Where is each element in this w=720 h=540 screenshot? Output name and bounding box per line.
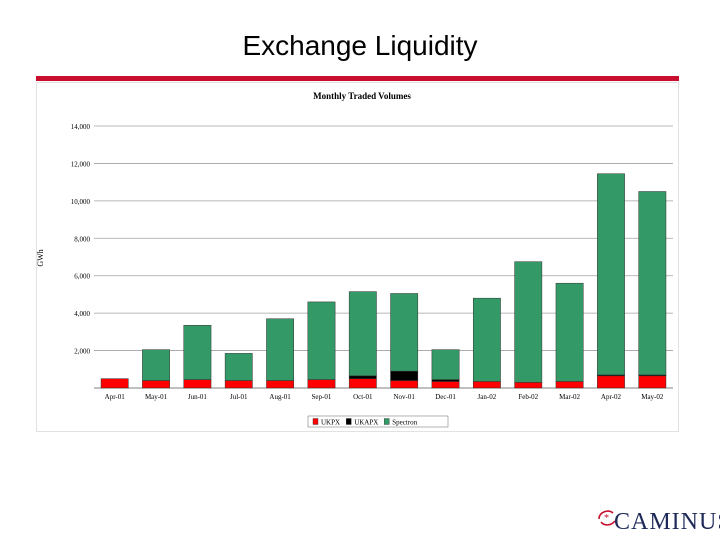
legend-label-ukpx: UKPX	[321, 419, 340, 427]
bar-ukpx	[514, 382, 543, 389]
monthly-volume-chart: Monthly Traded Volumes GWh 14,00012,0001…	[36, 91, 673, 428]
bar-ukapx	[348, 375, 377, 379]
bar-ukpx	[597, 375, 625, 389]
bar-ukpx	[266, 380, 295, 389]
x-tick-label: Apr-01	[105, 393, 126, 401]
bar-spectron	[638, 191, 667, 376]
bar-spectron	[307, 301, 336, 380]
x-tick-label: Apr-02	[601, 393, 622, 401]
bar-spectron	[266, 318, 295, 381]
y-tick-label: 6,000	[74, 273, 90, 281]
x-tick-label: Jul-01	[230, 393, 248, 401]
bar-spectron	[597, 173, 625, 376]
caminus-swirl-icon: *	[598, 510, 616, 526]
legend-swatch-ukapx	[346, 418, 352, 425]
x-tick-label: Jan-02	[478, 393, 497, 401]
chart-title: Monthly Traded Volumes	[313, 91, 411, 101]
bar-ukpx	[555, 381, 584, 389]
x-tick-label: Nov-01	[393, 393, 415, 401]
bar-spectron	[390, 293, 419, 372]
bar-ukpx	[390, 380, 419, 389]
x-tick-label: Sep-01	[312, 393, 332, 401]
x-tick-label: May-02	[641, 393, 664, 401]
slide-title: Exchange Liquidity	[242, 30, 478, 61]
svg-text:*: *	[604, 513, 609, 524]
bar-spectron	[514, 261, 543, 383]
bars	[100, 173, 667, 389]
bar-ukpx	[348, 378, 377, 389]
bar-spectron	[142, 349, 170, 381]
legend-label-ukapx: UKAPX	[354, 419, 378, 427]
x-tick-label: Oct-01	[353, 393, 373, 401]
legend-swatch-ukpx	[312, 418, 319, 425]
title-divider	[36, 76, 679, 81]
x-tick-label: Aug-01	[269, 393, 291, 401]
x-tick-label: May-01	[145, 393, 168, 401]
legend: UKPX UKAPX Spectron	[307, 415, 449, 428]
legend-label-spectron: Spectron	[392, 419, 417, 427]
chart-panel: Monthly Traded Volumes GWh 14,000 12,000 1…	[36, 82, 679, 432]
bar-ukapx	[390, 370, 419, 381]
bar-spectron	[348, 291, 377, 377]
y-tick-label: 10,000	[71, 198, 91, 206]
y-tick-label: 12,000	[71, 160, 91, 168]
bar-ukpx	[142, 380, 170, 389]
bar-ukpx	[638, 375, 667, 389]
y-axis-label: GWh	[37, 249, 45, 266]
bar-spectron	[555, 282, 584, 382]
x-tick-labels: Apr-01 May-01 Jun-01 Jul-01 Aug-01 Sep-01 Oct-…	[105, 393, 664, 401]
x-tick-label: Dec-01	[435, 393, 456, 401]
legend-swatch-spectron	[384, 418, 390, 425]
legend-box	[307, 415, 449, 428]
gridlines	[94, 125, 673, 389]
bar-ukpx	[183, 379, 212, 389]
y-tick-labels: 14,000 12,000 10,000 8,000 6,000 4,000 2,000	[71, 123, 91, 356]
bar-spectron	[183, 325, 212, 380]
y-tick-label: 14,000	[71, 123, 91, 131]
x-tick-label: Mar-02	[559, 393, 580, 401]
y-tick-label: 8,000	[74, 235, 90, 243]
x-tick-label: Feb-02	[518, 393, 538, 401]
bar-ukpx	[431, 381, 460, 389]
bar-ukpx	[472, 381, 501, 389]
x-tick-label: Jun-01	[188, 393, 208, 401]
bar-ukpx	[307, 379, 336, 389]
y-tick-label: 4,000	[74, 310, 90, 318]
y-tick-label: 2,000	[74, 348, 90, 356]
bar-spectron	[472, 297, 501, 382]
caminus-logo: * CAMINUS	[596, 505, 720, 535]
bar-spectron	[224, 353, 253, 381]
bar-ukpx	[100, 378, 129, 389]
bar-spectron	[431, 349, 460, 380]
bar-ukapx	[431, 379, 460, 382]
bar-ukpx	[224, 380, 253, 389]
logo-text: CAMINUS	[614, 509, 720, 535]
